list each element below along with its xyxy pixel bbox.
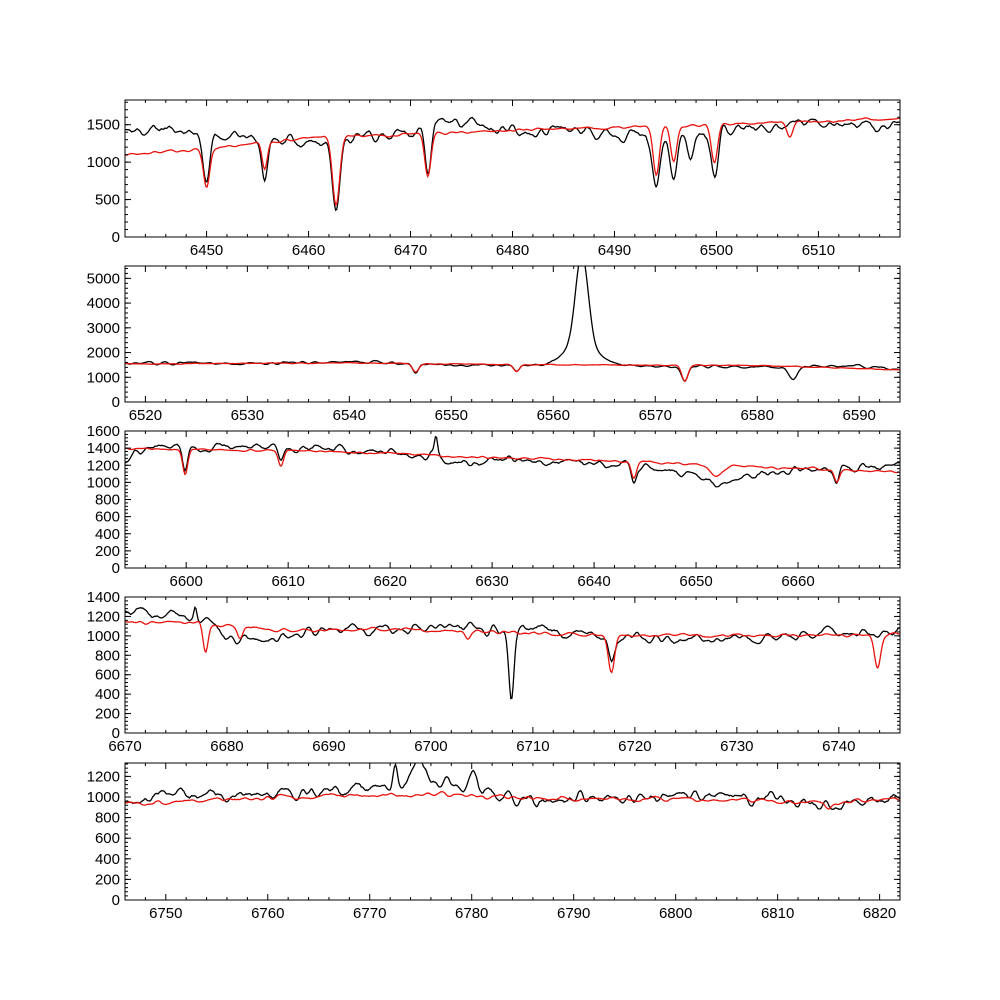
y-tick-label: 0: [112, 560, 120, 577]
x-tick-label: 6820: [863, 905, 896, 922]
x-tick-label: 6760: [251, 905, 284, 922]
y-tick-label: 5000: [87, 270, 120, 287]
spectrum-panel-3: 6600 6610 6620 6630 6640 6650 6660 020040060080…: [87, 423, 901, 590]
y-tick-label: 1000: [87, 789, 120, 806]
y-tick-label: 1200: [87, 768, 120, 785]
y-tick-label: 500: [95, 192, 120, 209]
observed-spectrum-line-panel-5: [125, 763, 900, 811]
observed-spectrum-line-panel-1: [125, 116, 900, 212]
x-tick-label: 6450: [190, 242, 223, 259]
y-tick-label: 0: [112, 229, 120, 246]
axes-frame-panel-5: [124, 762, 901, 901]
model-spectrum-line-panel-5: [125, 791, 900, 810]
x-tick-label: 6640: [577, 573, 610, 590]
axes-frame-panel-2: [124, 265, 901, 403]
y-tick-label: 1000: [87, 474, 120, 491]
y-tick-label: 2000: [87, 345, 120, 362]
x-tick-label: 6780: [455, 905, 488, 922]
y-tick-label: 1500: [87, 117, 120, 134]
y-tick-label: 600: [95, 667, 120, 684]
y-tick-label: 0: [112, 394, 120, 411]
y-tick-label: 3000: [87, 320, 120, 337]
x-tick-label: 6580: [741, 407, 774, 424]
y-tick-label: 1400: [87, 440, 120, 457]
model-spectrum-line-panel-4: [125, 620, 900, 674]
y-tick-label: 200: [95, 706, 120, 723]
y-tick-label: 1200: [87, 457, 120, 474]
x-tick-label: 6720: [618, 738, 651, 755]
x-tick-label: 6570: [639, 407, 672, 424]
y-tick-label: 400: [95, 851, 120, 868]
y-tick-label: 800: [95, 647, 120, 664]
x-tick-label: 6660: [781, 573, 814, 590]
x-tick-label: 6600: [169, 573, 202, 590]
x-tick-label: 6650: [679, 573, 712, 590]
model-spectrum-line-panel-2: [125, 361, 900, 382]
x-tick-label: 6590: [843, 407, 876, 424]
y-tick-label: 800: [95, 810, 120, 827]
observed-spectrum-line-panel-4: [125, 605, 900, 700]
y-tick-label: 1600: [87, 423, 120, 440]
x-tick-label: 6710: [516, 738, 549, 755]
model-spectrum-line-panel-1: [125, 117, 900, 207]
x-tick-label: 6670: [108, 738, 141, 755]
y-tick-label: 1000: [87, 369, 120, 386]
x-tick-label: 6740: [822, 738, 855, 755]
y-tick-label: 1400: [87, 589, 120, 606]
y-tick-label: 1000: [87, 628, 120, 645]
x-tick-label: 6690: [312, 738, 345, 755]
x-tick-label: 6480: [496, 242, 529, 259]
observed-spectrum-line-panel-2: [125, 266, 900, 383]
x-tick-label: 6470: [394, 242, 427, 259]
y-tick-label: 200: [95, 871, 120, 888]
axes-frame-panel-1: [124, 99, 901, 238]
y-tick-label: 800: [95, 492, 120, 509]
x-tick-label: 6810: [761, 905, 794, 922]
spectrum-panel-2: 6520 6530 6540 6550 6560 6570 6580 6590 0 1000 200…: [87, 265, 901, 424]
x-tick-label: 6540: [333, 407, 366, 424]
y-tick-label: 400: [95, 526, 120, 543]
y-tick-label: 1000: [87, 154, 120, 171]
x-tick-label: 6770: [353, 905, 386, 922]
axes-frame-panel-4: [124, 596, 901, 734]
y-tick-label: 400: [95, 686, 120, 703]
x-tick-label: 6520: [129, 407, 162, 424]
y-tick-label: 0: [112, 892, 120, 909]
model-spectrum-line-panel-3: [125, 447, 900, 484]
x-tick-label: 6750: [149, 905, 182, 922]
y-tick-label: 200: [95, 543, 120, 560]
y-tick-label: 600: [95, 830, 120, 847]
x-tick-label: 6680: [210, 738, 243, 755]
x-tick-label: 6550: [435, 407, 468, 424]
x-tick-label: 6700: [414, 738, 447, 755]
y-tick-label: 600: [95, 509, 120, 526]
observed-spectrum-line-panel-3: [125, 435, 900, 488]
spectrum-panel-1: 6450 6460 6470 6480 6490 6500 6510 0 500 1000 1500: [87, 99, 901, 259]
y-tick-label: 0: [112, 725, 120, 742]
x-tick-label: 6530: [231, 407, 264, 424]
spectrum-panel-4: 6670 6680 6690 6700 6710 6720 6730 6740 0 200 400 6…: [87, 589, 901, 755]
x-tick-label: 6510: [802, 242, 835, 259]
x-tick-label: 6460: [292, 242, 325, 259]
x-tick-label: 6790: [557, 905, 590, 922]
x-tick-label: 6610: [271, 573, 304, 590]
y-tick-label: 4000: [87, 295, 120, 312]
x-tick-label: 6490: [598, 242, 631, 259]
spectrum-panel-5: 6750 6760 6770 6780 6790 6800 6810 6820 0 200 400 6…: [87, 762, 901, 922]
y-tick-label: 1200: [87, 608, 120, 625]
x-tick-label: 6620: [373, 573, 406, 590]
x-tick-label: 6560: [537, 407, 570, 424]
x-tick-label: 6500: [700, 242, 733, 259]
x-tick-label: 6800: [659, 905, 692, 922]
x-tick-label: 6630: [475, 573, 508, 590]
x-tick-label: 6730: [720, 738, 753, 755]
